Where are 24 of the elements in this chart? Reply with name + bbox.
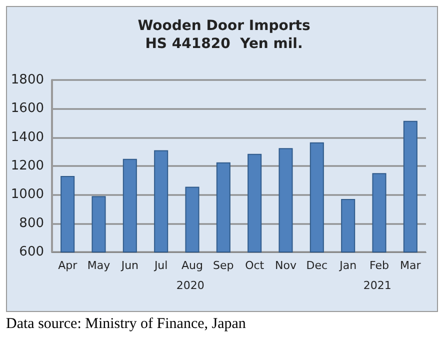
x-tick-label: Oct bbox=[245, 259, 265, 272]
x-tick-label: Feb bbox=[370, 259, 389, 272]
y-tick-label: 1400 bbox=[10, 130, 44, 145]
text: 2021 bbox=[363, 279, 392, 292]
x-tick-label: May bbox=[87, 259, 111, 272]
y-tick-label: 600 bbox=[19, 244, 44, 260]
x-tick-label: Jul bbox=[153, 259, 168, 272]
y-tick-label: 1200 bbox=[10, 158, 44, 174]
chart-subtitle: HS 441820 Yen mil. bbox=[145, 36, 303, 52]
x-tick-label: Jun bbox=[120, 259, 139, 272]
x-tick-label: Mar bbox=[400, 259, 422, 272]
text: 2020 bbox=[176, 279, 204, 292]
x-tick-label: Apr bbox=[58, 259, 78, 272]
x-tick-label: Sep bbox=[213, 259, 234, 272]
y-tick-label: 1800 bbox=[10, 72, 44, 88]
chart-title: Wooden Door Imports bbox=[138, 18, 310, 34]
x-tick-label: Aug bbox=[182, 259, 203, 272]
y-tick-label: 1600 bbox=[10, 101, 44, 116]
x-tick-label: Dec bbox=[306, 259, 328, 272]
y-tick-label: 800 bbox=[19, 216, 44, 231]
x-tick-label: Nov bbox=[275, 259, 297, 272]
x-tick-label: Jan bbox=[338, 259, 357, 272]
source-note: Data source: Ministry of Finance, Japan bbox=[6, 316, 246, 333]
y-tick-label: 1000 bbox=[10, 187, 44, 202]
